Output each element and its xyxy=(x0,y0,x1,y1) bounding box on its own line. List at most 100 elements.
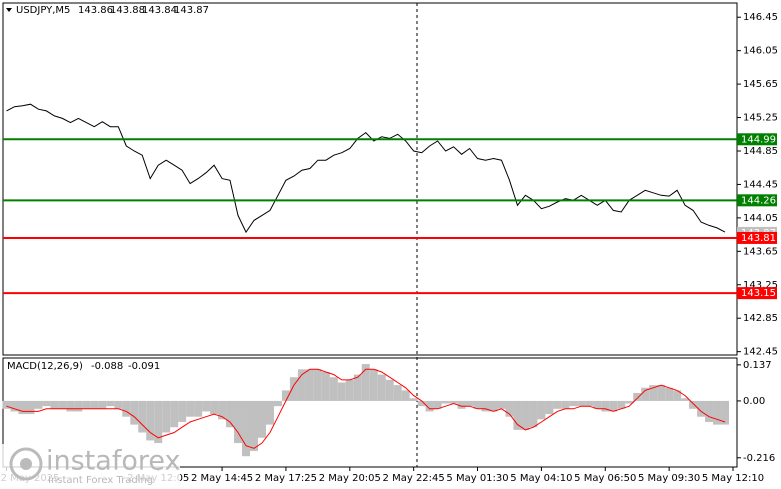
x-tick-label: 5 May 04:10 xyxy=(510,473,572,484)
macd-bar xyxy=(114,400,123,409)
macd-title: MACD(12,26,9) xyxy=(7,361,83,372)
macd-signal: -0.091 xyxy=(128,361,160,372)
x-tick-label: 5 May 09:30 xyxy=(638,473,700,484)
macd-bar xyxy=(409,398,418,401)
macd-bar xyxy=(337,382,346,401)
macd-bar xyxy=(50,400,59,409)
y-tick-label: -0.216 xyxy=(743,453,775,464)
price-header: USDJPY,M5 143.86 143.88 143.84 143.87 xyxy=(6,5,209,16)
macd-bar xyxy=(657,385,666,401)
macd-bar xyxy=(473,400,482,409)
y-tick-label: 144.85 xyxy=(743,146,778,157)
macd-bar xyxy=(649,385,658,401)
macd-bar xyxy=(18,400,27,415)
macd-bar xyxy=(170,400,179,428)
macd-bar xyxy=(713,400,722,425)
level-label: 143.81 xyxy=(741,233,776,244)
macd-bar xyxy=(561,400,570,409)
level-box xyxy=(737,231,777,244)
macd-bar xyxy=(353,374,362,401)
macd-bar xyxy=(569,400,578,407)
macd-bar xyxy=(417,400,426,407)
macd-bar xyxy=(106,400,115,407)
macd-bar xyxy=(98,400,107,409)
macd-bar xyxy=(449,400,458,404)
macd-bar xyxy=(130,400,139,425)
level-box xyxy=(737,287,777,300)
macd-bar xyxy=(465,400,474,407)
logo-ring xyxy=(9,447,43,481)
level-label: 144.26 xyxy=(741,195,776,206)
watermark-tagline: Instant Forex Trading xyxy=(48,475,153,486)
macd-bar xyxy=(609,400,618,412)
macd-bar xyxy=(305,369,314,401)
macd-bar xyxy=(297,369,306,401)
macd-bar xyxy=(433,400,442,409)
macd-bar xyxy=(289,377,298,401)
macd-bar xyxy=(146,400,155,441)
macd-bar xyxy=(537,400,546,420)
macd-bar xyxy=(545,400,554,415)
watermark: instaforex Instant Forex Trading xyxy=(0,444,180,489)
macd-bar xyxy=(242,400,251,457)
macd-bar xyxy=(313,369,322,401)
x-tick-label: 2 May 14:45 xyxy=(191,473,253,484)
macd-bar xyxy=(505,400,514,417)
ohlc-high: 143.88 xyxy=(110,5,145,16)
macd-main: -0.088 xyxy=(91,361,123,372)
y-tick-label: 142.45 xyxy=(743,347,778,358)
watermark-brand: instaforex xyxy=(46,446,180,477)
ohlc-close: 143.87 xyxy=(174,5,209,16)
macd-bar xyxy=(601,400,610,412)
y-tick-label: 0.137 xyxy=(743,360,772,371)
ohlc-open: 143.86 xyxy=(78,5,113,16)
macd-bar xyxy=(321,371,330,401)
macd-bar xyxy=(58,400,67,409)
macd-bar xyxy=(481,400,490,412)
level-label: 144.99 xyxy=(741,134,776,145)
y-tick-label: 146.05 xyxy=(743,46,778,57)
y-tick-label: 144.05 xyxy=(743,213,778,224)
macd-bar xyxy=(441,400,450,404)
macd-panel xyxy=(2,357,738,468)
macd-bar xyxy=(617,400,626,409)
macd-bar xyxy=(553,400,562,409)
macd-bar xyxy=(66,400,75,412)
macd-bar xyxy=(641,387,650,401)
macd-bar xyxy=(162,400,171,433)
macd-bar xyxy=(138,400,147,433)
macd-bar xyxy=(521,400,530,430)
y-tick-label: 145.65 xyxy=(743,79,778,90)
level-box xyxy=(737,133,777,146)
macd-bar xyxy=(489,400,498,412)
macd-bar xyxy=(497,400,506,409)
logo-dot xyxy=(20,458,32,470)
y-tick-label: 142.85 xyxy=(743,313,778,324)
macd-bar xyxy=(210,400,219,415)
macd-bar xyxy=(593,400,602,409)
macd-bar xyxy=(665,387,674,401)
macd-bar xyxy=(385,379,394,401)
x-tick-label: 5 May 01:30 xyxy=(446,473,508,484)
macd-bar xyxy=(393,385,402,401)
x-tick-label: 2 May 20:05 xyxy=(319,473,381,484)
macd-bar xyxy=(202,400,211,412)
macd-bar xyxy=(26,400,35,415)
macd-bar xyxy=(377,374,386,401)
x-tick-label: 5 May 12:10 xyxy=(702,473,764,484)
macd-bar xyxy=(194,400,203,417)
macd-bar xyxy=(345,379,354,401)
macd-bar xyxy=(673,390,682,401)
macd-bar xyxy=(697,400,706,417)
macd-bar xyxy=(265,400,274,425)
y-tick-label: 0.00 xyxy=(743,396,765,407)
macd-bar xyxy=(425,400,434,412)
macd-bar xyxy=(122,400,131,417)
macd-bar xyxy=(689,400,698,409)
y-tick-label: 144.45 xyxy=(743,179,778,190)
macd-bar xyxy=(281,390,290,401)
macd-bar xyxy=(82,400,91,409)
macd-bar xyxy=(457,400,466,409)
macd-bar xyxy=(329,377,338,401)
